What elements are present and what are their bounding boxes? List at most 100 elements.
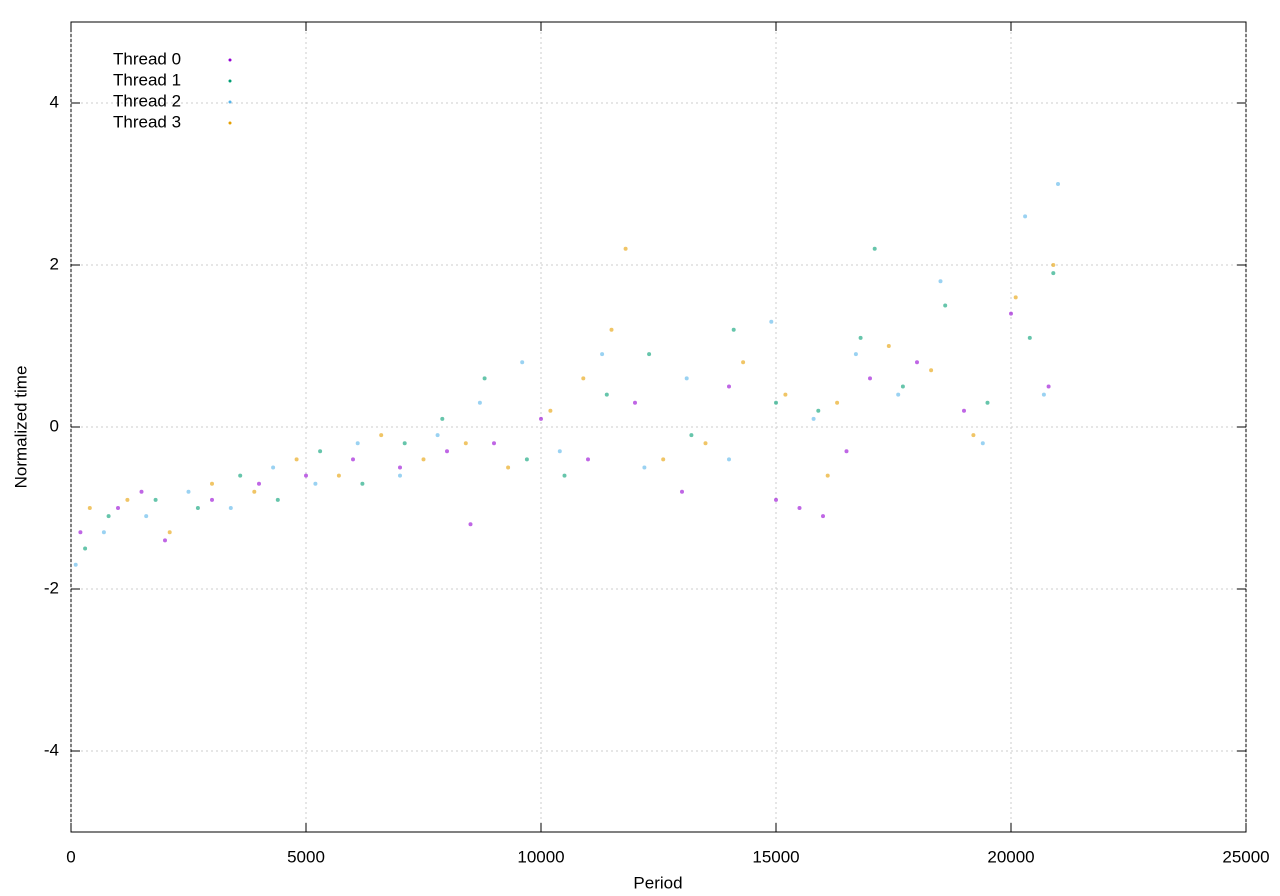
point — [1023, 214, 1028, 219]
point — [360, 481, 365, 486]
point — [872, 246, 877, 251]
point — [252, 489, 257, 494]
point — [228, 506, 233, 510]
point — [609, 327, 614, 332]
point — [821, 514, 825, 519]
point — [581, 376, 586, 381]
point — [351, 457, 355, 462]
point — [896, 392, 901, 397]
point — [1056, 182, 1060, 186]
y-tick-label: 4 — [50, 92, 59, 111]
point — [684, 376, 689, 381]
point — [318, 449, 323, 454]
point — [539, 416, 543, 421]
point — [844, 449, 849, 454]
legend-marker — [228, 121, 232, 125]
point — [980, 441, 985, 446]
point — [271, 465, 276, 470]
point — [477, 400, 482, 405]
point — [304, 473, 308, 478]
point — [703, 441, 708, 446]
point — [379, 433, 384, 438]
point — [482, 376, 487, 381]
point — [825, 473, 830, 478]
point — [1027, 335, 1032, 340]
point — [144, 514, 149, 519]
point — [87, 506, 92, 510]
point — [186, 489, 191, 494]
y-tick-label: 2 — [50, 254, 59, 273]
point — [101, 530, 106, 535]
point — [402, 441, 407, 446]
point — [492, 441, 496, 446]
point — [642, 465, 647, 470]
point — [210, 497, 214, 502]
point — [731, 327, 736, 332]
point — [116, 506, 120, 510]
x-tick-label: 25000 — [1222, 847, 1269, 866]
point — [774, 400, 778, 405]
x-tick-label: 20000 — [987, 847, 1034, 866]
point — [435, 433, 440, 438]
point — [398, 465, 402, 470]
point — [257, 481, 261, 486]
y-tick-label: 0 — [50, 416, 59, 435]
legend-marker — [228, 79, 232, 83]
point — [1041, 392, 1046, 397]
point — [445, 449, 449, 454]
point — [275, 497, 280, 502]
point — [886, 344, 891, 348]
point — [1051, 263, 1056, 267]
point — [440, 416, 445, 421]
point — [294, 457, 299, 462]
point — [600, 352, 605, 357]
point — [943, 303, 948, 308]
point — [604, 392, 609, 397]
legend-label: Thread 3 — [113, 112, 181, 131]
legend-label: Thread 0 — [113, 49, 181, 68]
point — [741, 360, 746, 365]
point — [816, 408, 821, 413]
point — [1046, 384, 1051, 389]
point — [463, 441, 468, 446]
point — [900, 384, 905, 389]
point — [985, 400, 990, 405]
point — [421, 457, 426, 462]
point — [623, 246, 628, 251]
y-tick-label: -2 — [44, 578, 59, 597]
point — [106, 514, 111, 519]
point — [858, 335, 863, 340]
point — [783, 392, 788, 397]
y-tick-label: -4 — [44, 740, 59, 759]
point — [1051, 271, 1056, 276]
point — [586, 457, 590, 462]
point — [689, 433, 694, 438]
point — [971, 433, 976, 438]
point — [774, 497, 778, 502]
point — [163, 538, 167, 543]
point — [210, 481, 214, 486]
point — [915, 360, 919, 365]
point — [811, 416, 816, 421]
point — [962, 408, 966, 413]
point — [398, 473, 402, 478]
point — [938, 279, 943, 284]
point — [520, 360, 525, 365]
point — [929, 368, 934, 373]
point — [557, 449, 562, 454]
point — [633, 400, 637, 405]
x-axis-label: Period — [633, 873, 682, 892]
point — [83, 546, 88, 551]
legend-marker — [228, 100, 232, 104]
point — [868, 376, 872, 381]
x-tick-label: 5000 — [287, 847, 325, 866]
point — [562, 473, 567, 478]
point — [468, 522, 473, 527]
point — [195, 506, 200, 510]
point — [1009, 311, 1013, 316]
point — [153, 497, 158, 502]
point — [139, 489, 144, 494]
point — [313, 481, 318, 486]
point — [167, 530, 172, 535]
